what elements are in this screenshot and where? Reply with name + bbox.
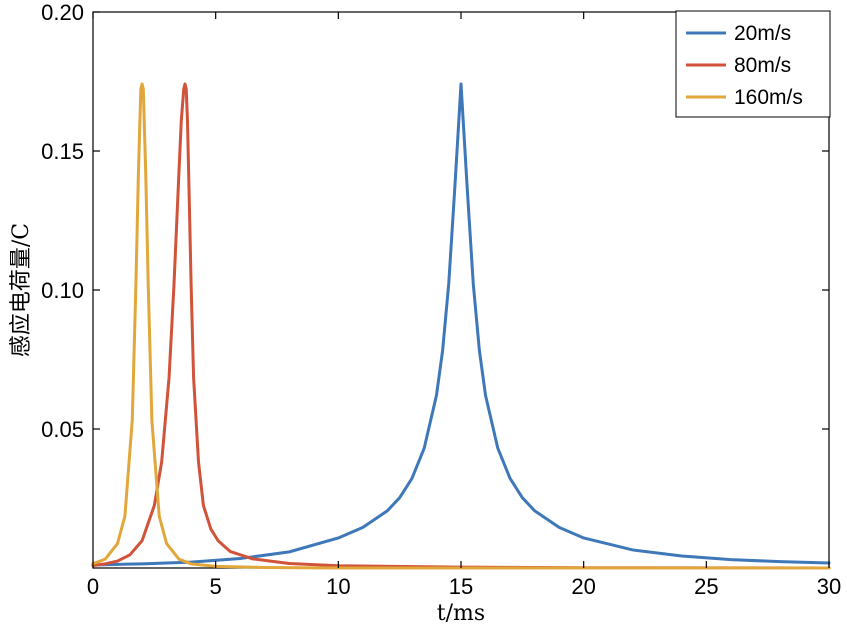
series-layer: [91, 82, 831, 570]
y-tick-label: 0.10: [41, 278, 84, 303]
legend: 20m/s 80m/s 160m/s: [675, 10, 831, 118]
legend-label-0: 20m/s: [734, 22, 791, 45]
y-tick-label: 0.05: [41, 417, 84, 442]
x-tick-label: 30: [817, 574, 841, 599]
y-tick-label: 0.15: [41, 139, 84, 164]
x-axis-label: t/ms: [437, 601, 485, 626]
y-axis-label: 感应电荷量/C: [9, 223, 34, 357]
x-tick-label: 20: [571, 574, 595, 599]
legend-label-1: 80m/s: [734, 54, 791, 77]
axes-layer: 0 5 10 15 20 25 30 0.05 0.10 0.15 0.20: [41, 0, 841, 599]
series-line-1: [91, 82, 831, 570]
legend-label-2: 160m/s: [734, 86, 803, 109]
x-tick-label: 10: [326, 574, 350, 599]
x-tick-label: 5: [210, 574, 222, 599]
series-line-2: [91, 82, 831, 570]
x-tick-label: 15: [449, 574, 473, 599]
series-line-0: [91, 82, 831, 567]
x-tick-label: 0: [87, 574, 99, 599]
y-tick-label: 0.20: [41, 0, 84, 25]
x-tick-label: 25: [694, 574, 718, 599]
